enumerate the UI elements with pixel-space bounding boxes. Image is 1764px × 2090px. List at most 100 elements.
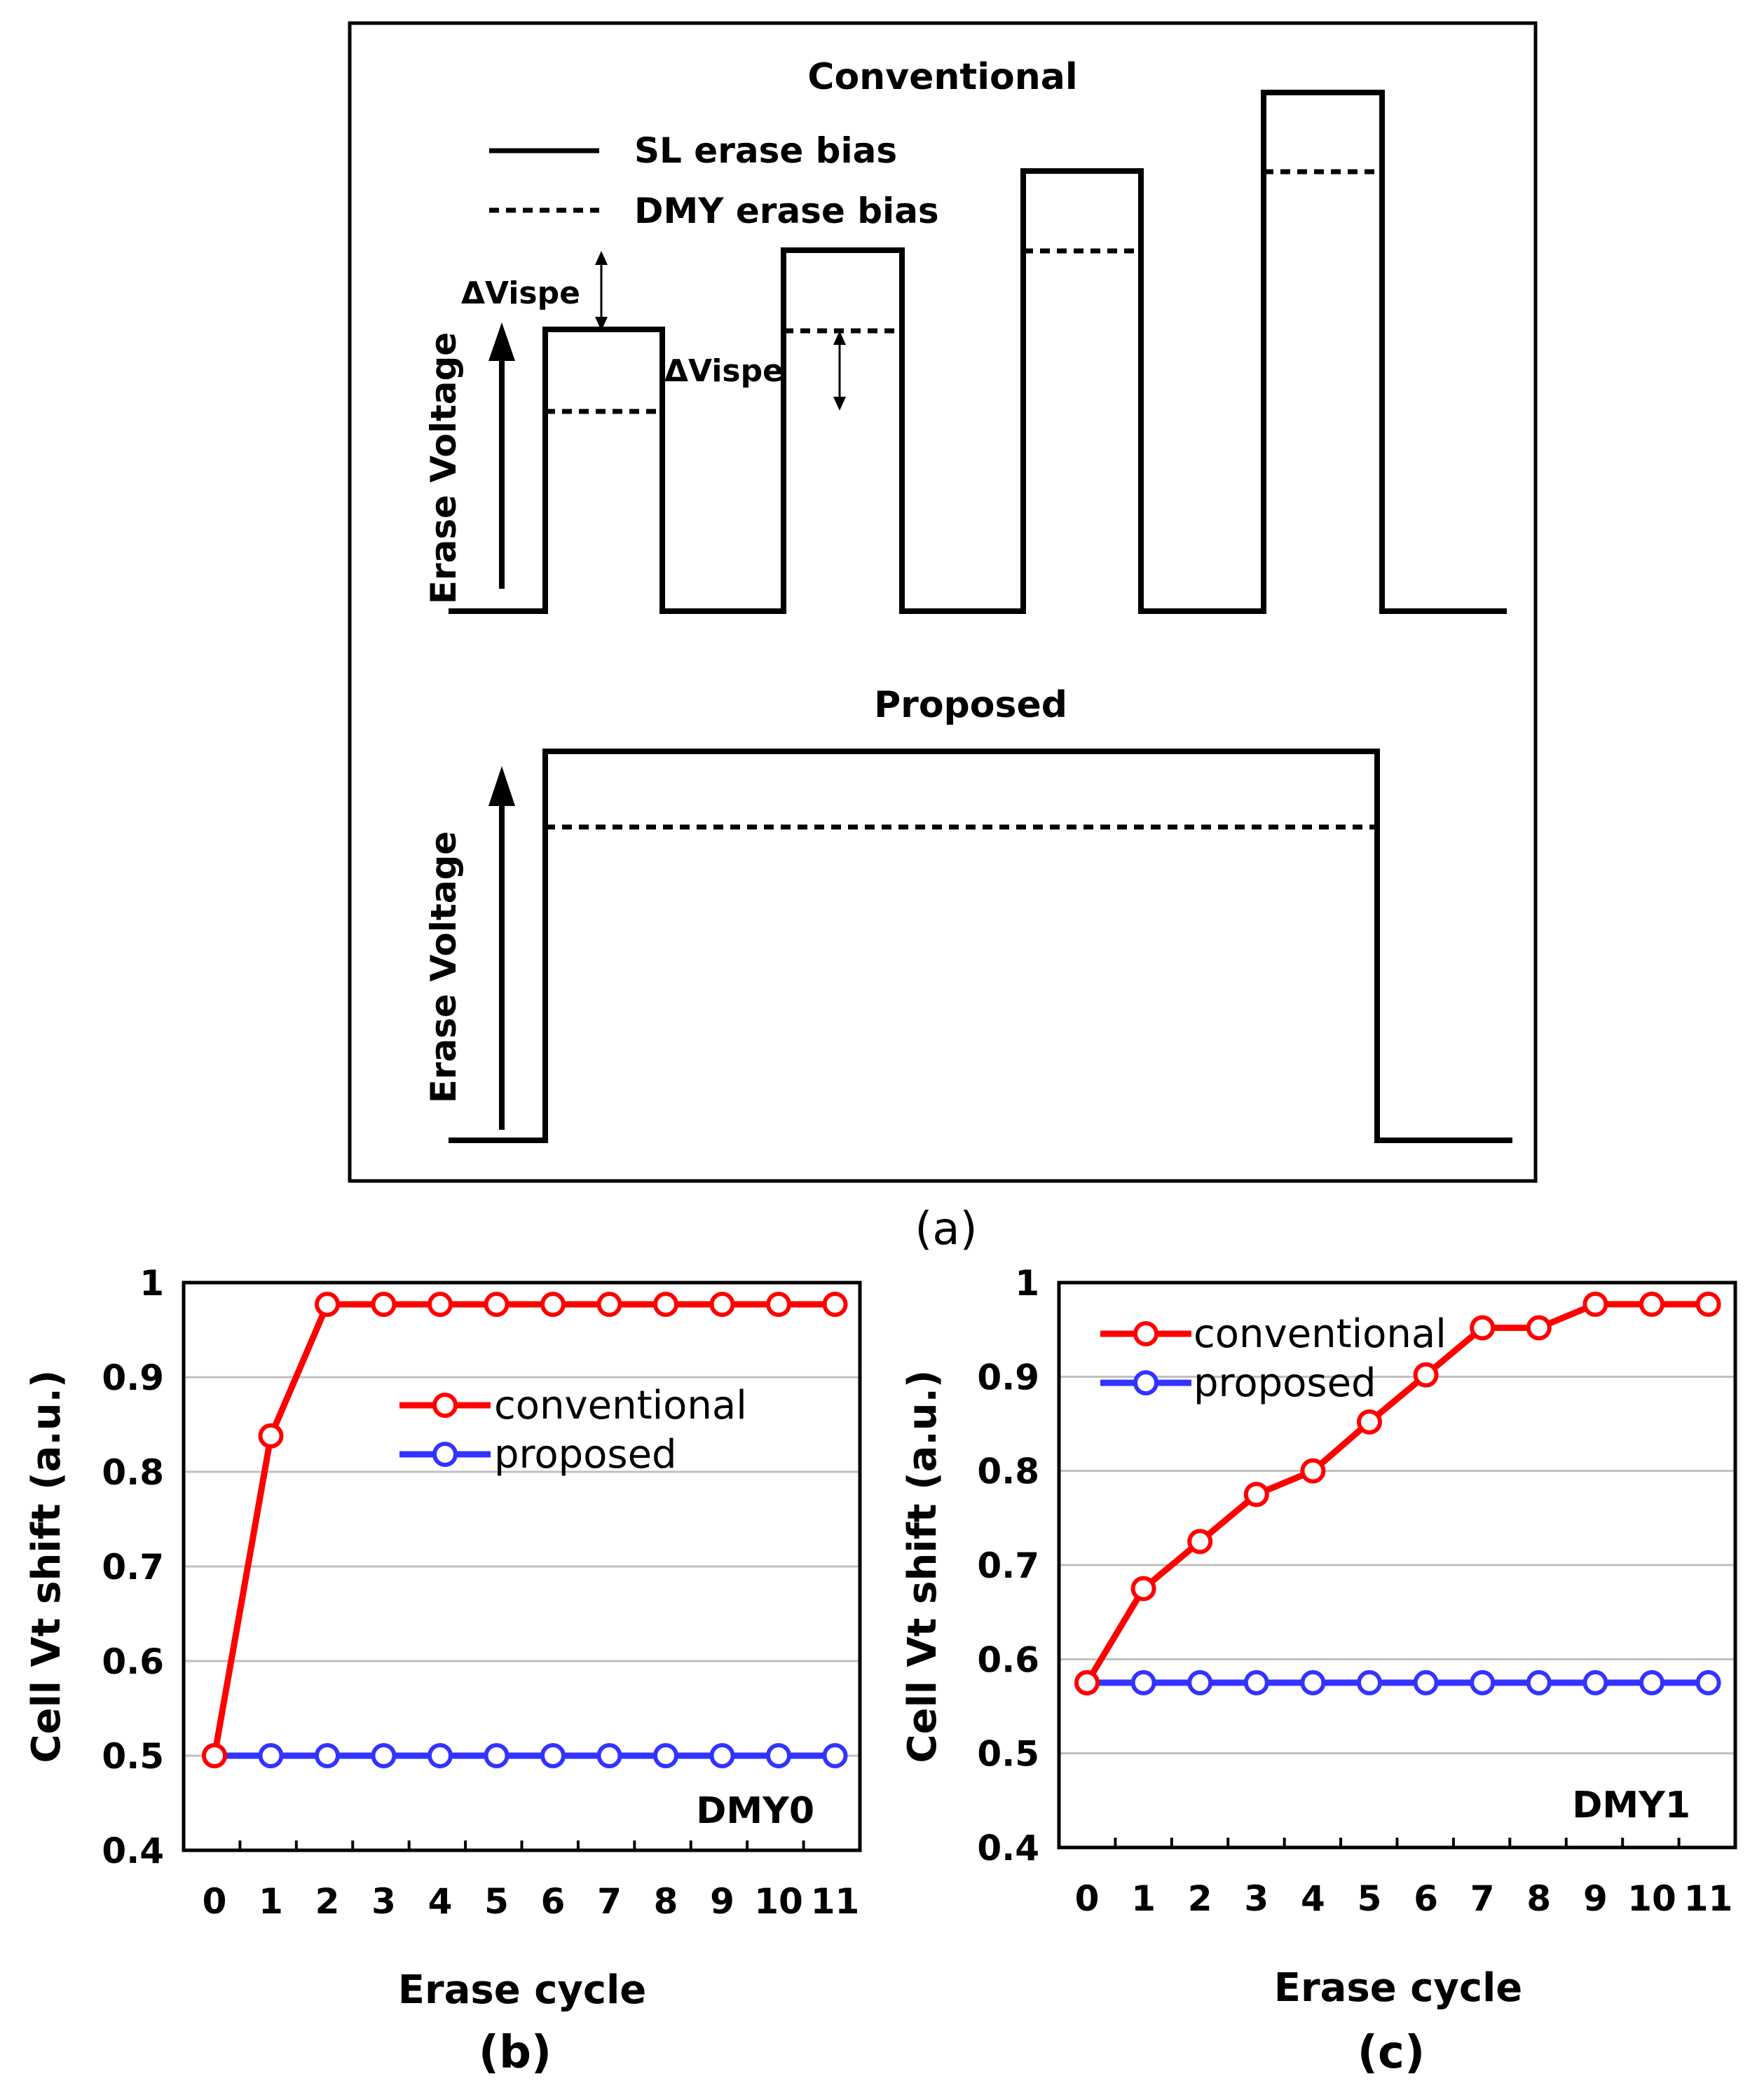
chart-c-proposed-point xyxy=(1639,1669,1664,1695)
chart-c-y-ticks: 0.4 0.5 0.6 0.7 0.8 0.9 1 xyxy=(977,1263,1039,1869)
proposed-y-arrowhead xyxy=(488,766,515,806)
panel-a-frame xyxy=(348,21,1538,1183)
chart-c-conventional-point xyxy=(1639,1291,1664,1317)
chart-b-y-tick-label: 0.4 xyxy=(102,1831,164,1871)
chart-c-proposed-point xyxy=(1300,1669,1326,1695)
chart-c-x-tick-label: 0 xyxy=(1075,1878,1100,1919)
chart-c-proposed-point xyxy=(1470,1669,1496,1695)
chart-b-y-tick-label: 0.6 xyxy=(102,1641,164,1682)
chart-c-y-tick-label: 1 xyxy=(1015,1263,1039,1304)
panel-a: Conventional SL erase bias DMY erase bia… xyxy=(348,21,1538,1255)
chart-b-proposed-point xyxy=(484,1743,510,1768)
conventional-y-label: Erase Voltage xyxy=(423,332,464,604)
chart-b-legend-conventional-label: conventional xyxy=(494,1383,747,1428)
chart-c-x-tick-label: 8 xyxy=(1526,1878,1551,1919)
chart-c-conventional-point xyxy=(1300,1458,1326,1484)
chart-b-conventional-point xyxy=(766,1292,791,1318)
chart-c-conventional-line xyxy=(1084,1301,1709,1685)
chart-b-x-tick-label: 0 xyxy=(203,1881,227,1922)
sl-erase-bias-pulses xyxy=(449,90,1507,614)
chart-c-x-tick-label: 3 xyxy=(1244,1878,1269,1919)
chart-b-conventional-point xyxy=(653,1292,678,1318)
chart-c-series xyxy=(1074,1291,1721,1695)
chart-c-proposed-point xyxy=(1243,1669,1269,1695)
chart-b-series xyxy=(202,1292,848,1768)
proposed-y-label: Erase Voltage xyxy=(423,831,464,1103)
chart-c-x-tick-label: 1 xyxy=(1131,1878,1156,1919)
chart-b-ylabel: Cell Vt shift (a.u.) xyxy=(24,1370,69,1763)
chart-b-conventional-point xyxy=(540,1292,566,1318)
chart-b-proposed-point xyxy=(258,1743,284,1768)
chart-b-x-tick-label: 3 xyxy=(371,1881,396,1922)
chart-c-conventional-point xyxy=(1130,1576,1156,1601)
chart-c-xlabel: Erase cycle xyxy=(1274,1965,1523,2011)
chart-c-x-tick-label: 10 xyxy=(1627,1878,1676,1919)
chart-b-legend-proposed-marker xyxy=(432,1442,458,1467)
chart-c-conventional-point xyxy=(1243,1482,1269,1508)
conventional-y-arrowhead xyxy=(488,322,515,361)
chart-c-y-tick-label: 0.4 xyxy=(977,1828,1039,1869)
chart-b-conventional-point xyxy=(709,1292,735,1318)
chart-c-x-tick-label: 9 xyxy=(1583,1878,1608,1919)
chart-c-legend-conventional-label: conventional xyxy=(1194,1311,1447,1357)
chart-c-conventional-point xyxy=(1187,1529,1213,1555)
proposed-sl-pulse xyxy=(449,749,1512,1143)
chart-b-proposed-point xyxy=(428,1743,453,1768)
chart-b-x-tick-label: 7 xyxy=(597,1881,622,1922)
legend-dmy-label: DMY erase bias xyxy=(634,191,939,231)
chart-b-conventional-point xyxy=(258,1423,284,1449)
chart-b-x-tick-label: 2 xyxy=(315,1881,340,1922)
chart-b-proposed-point xyxy=(315,1743,340,1768)
chart-c: 0 1 2 3 4 5 6 7 8 9 10 11 0.40.50.60.70.80.91 DMY1 … xyxy=(900,1263,1737,2079)
chart-b-y-ticks: 0.4 0.5 0.6 0.7 0.8 0.9 1 xyxy=(102,1263,164,1871)
chart-b-proposed-point xyxy=(709,1743,735,1768)
chart-c-y-tick-label: 0.7 xyxy=(977,1545,1039,1586)
chart-b-y-tick-label: 0.9 xyxy=(102,1358,164,1398)
chart-c-y-tick-label: 0.8 xyxy=(977,1452,1039,1492)
chart-b-conventional-point xyxy=(484,1292,510,1318)
chart-b-x-ticks: 0 1 2 3 4 5 6 7 8 9 10 11 xyxy=(203,1840,861,1922)
chart-c-conventional-point xyxy=(1526,1315,1552,1341)
delta-vispe-arrowhead-2a xyxy=(833,331,846,345)
chart-b-proposed-point xyxy=(596,1743,622,1768)
chart-c-y-tick-label: 0.6 xyxy=(977,1639,1039,1680)
chart-b-x-tick-label: 4 xyxy=(428,1881,453,1922)
proposed-title: Proposed xyxy=(874,684,1067,726)
delta-vispe-label-1: ΔVispe xyxy=(461,275,580,311)
chart-c-x-tick-label: 2 xyxy=(1188,1878,1212,1919)
chart-c-conventional-point xyxy=(1357,1409,1382,1435)
chart-c-proposed-point xyxy=(1130,1669,1156,1695)
chart-b-proposed-point xyxy=(540,1743,566,1768)
chart-b-conventional-point xyxy=(822,1292,848,1318)
chart-c-x-tick-label: 6 xyxy=(1414,1878,1438,1919)
chart-c-legend-conventional-marker xyxy=(1133,1321,1158,1346)
chart-b-legend: conventional proposed xyxy=(399,1383,747,1477)
chart-b-legend-conventional-marker xyxy=(432,1393,458,1418)
chart-c-proposed-point xyxy=(1526,1669,1552,1695)
chart-c-conventional-point xyxy=(1695,1291,1721,1317)
chart-b-x-tick-label: 5 xyxy=(484,1881,509,1922)
chart-c-proposed-point xyxy=(1187,1669,1213,1695)
chart-c-ylabel: Cell Vt shift (a.u.) xyxy=(900,1370,945,1763)
chart-b-x-tick-label: 8 xyxy=(654,1881,678,1922)
chart-b-conventional-point xyxy=(371,1292,397,1318)
panel-a-label: (a) xyxy=(915,1203,977,1255)
chart-b-x-tick-label: 1 xyxy=(259,1881,283,1922)
chart-c-conventional-point xyxy=(1074,1669,1100,1695)
chart-c-proposed-point xyxy=(1695,1669,1721,1695)
chart-b-conventional-point xyxy=(596,1292,622,1318)
delta-vispe-label-2: ΔVispe xyxy=(664,353,784,389)
legend-sl-label: SL erase bias xyxy=(634,130,897,171)
conventional-title: Conventional xyxy=(807,56,1077,98)
chart-b-conventional-point xyxy=(202,1743,227,1768)
chart-c-proposed-point xyxy=(1582,1669,1608,1695)
chart-b: 0 1 2 3 4 5 6 7 8 9 10 11 0.40.50.60.70.80.91 DMY0 … xyxy=(24,1263,862,2079)
chart-b-y-tick-label: 1 xyxy=(139,1263,164,1304)
chart-b-proposed-point xyxy=(766,1743,791,1768)
chart-b-y-tick-label: 0.5 xyxy=(102,1736,164,1777)
chart-b-y-tick-label: 0.8 xyxy=(102,1452,164,1493)
chart-c-x-tick-label: 5 xyxy=(1358,1878,1382,1919)
chart-b-conventional-point xyxy=(428,1292,453,1318)
delta-vispe-arrowhead-1b xyxy=(595,317,608,331)
